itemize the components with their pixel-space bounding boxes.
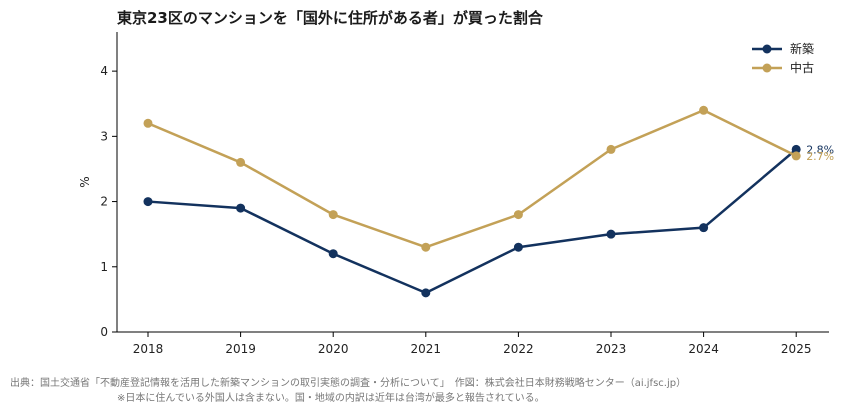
y-tick-label: 4 — [100, 64, 108, 78]
x-tick-label: 2024 — [688, 342, 719, 356]
x-tick-label: 2020 — [318, 342, 349, 356]
data-point — [421, 288, 431, 298]
legend-swatch-marker — [762, 44, 772, 54]
data-point — [513, 242, 523, 252]
end-value-label: 2.8% — [806, 143, 834, 156]
series-1: 2.8% — [143, 143, 834, 298]
x-tick-label: 2018 — [133, 342, 164, 356]
x-tick-label: 2022 — [503, 342, 534, 356]
end-value-label: 2.7% — [806, 150, 834, 163]
data-point — [606, 144, 616, 154]
y-tick-label: 0 — [100, 325, 108, 339]
y-axis-label: % — [78, 176, 92, 187]
x-tick-label: 2025 — [781, 342, 812, 356]
data-point — [236, 157, 246, 167]
data-point — [699, 223, 709, 233]
axes: 0 1 2 3 4 2018 2019 2020 2021 2022 2023 2024 2025% — [78, 32, 829, 356]
data-point — [143, 118, 153, 128]
x-tick-label: 2021 — [411, 342, 442, 356]
chart-title: 東京23区のマンションを「国外に住所がある者」が買った割合 — [117, 9, 543, 27]
line-chart: 0 1 2 3 4 2018 2019 2020 2021 2022 2023 2024 2025% 2… — [78, 32, 834, 356]
x-tick-label: 2023 — [596, 342, 627, 356]
data-point — [328, 210, 338, 220]
series-line — [147, 148, 798, 295]
series-layer: 2.8%2.7% — [143, 105, 834, 298]
series-2: 2.7% — [143, 105, 834, 252]
y-tick-label: 2 — [100, 195, 108, 209]
data-point — [606, 229, 616, 239]
data-point — [236, 203, 246, 213]
data-point — [699, 105, 709, 115]
data-point — [328, 249, 338, 259]
legend-item: 中古 — [752, 60, 814, 75]
legend-label: 新築 — [790, 41, 814, 56]
legend-label: 中古 — [790, 60, 814, 75]
data-point — [143, 197, 153, 207]
source-note: 出典：国土交通省「不動産登記情報を活用した新築マンションの取引実態の調査・分析に… — [10, 378, 687, 389]
series-line — [147, 109, 797, 249]
x-tick-label: 2019 — [225, 342, 256, 356]
data-point — [421, 242, 431, 252]
data-point — [791, 144, 801, 154]
data-point — [791, 151, 801, 161]
legend-item: 新築 — [752, 41, 814, 56]
y-tick-label: 3 — [100, 129, 108, 143]
legend-swatch-marker — [762, 63, 772, 73]
data-point — [513, 210, 523, 220]
footnote: ※日本に住んでいる外国人は含まない。国・地域の内訳は近年は台湾が最多と報告されて… — [117, 393, 545, 404]
y-tick-label: 1 — [100, 260, 108, 274]
